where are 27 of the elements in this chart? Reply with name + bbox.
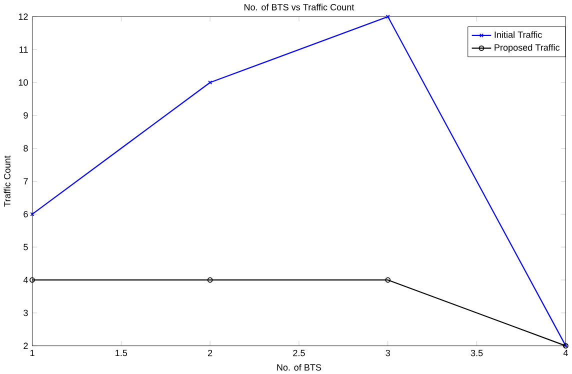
y-tick-label: 9 — [24, 112, 28, 118]
y-axis-title: Traffic Count — [4, 155, 10, 206]
y-tick-label: 11 — [20, 46, 28, 52]
chart-title: No. of BTS vs Traffic Count — [244, 4, 354, 10]
legend-label: Initial Traffic — [494, 31, 542, 38]
legend-label: Proposed Traffic — [494, 44, 560, 52]
x-tick-label: 2 — [208, 350, 212, 356]
y-tick-label: 4 — [23, 276, 28, 283]
x-tick-label: 3 — [386, 350, 390, 356]
y-tick-label: 10 — [18, 79, 28, 86]
y-tick-label: 7 — [24, 178, 28, 184]
y-tick-label: 5 — [24, 244, 28, 250]
y-tick-label: 3 — [24, 310, 28, 316]
x-tick-label: 3.5 — [470, 350, 483, 356]
point — [385, 277, 391, 283]
point — [207, 277, 213, 283]
point — [386, 14, 390, 19]
x-tick-label: 2.5 — [293, 350, 305, 356]
y-tick-label: 8 — [24, 144, 28, 152]
x-tick-label: 4 — [563, 350, 568, 356]
y-tick-label: 2 — [24, 342, 28, 349]
x-tick-label: 1 — [30, 350, 34, 356]
point — [208, 80, 212, 84]
y-tick-label: 6 — [24, 210, 28, 218]
y-tick-label: 12 — [18, 13, 28, 20]
x-tick-label: 1.5 — [116, 350, 128, 356]
x-axis-title: No. of BTS — [277, 364, 322, 370]
